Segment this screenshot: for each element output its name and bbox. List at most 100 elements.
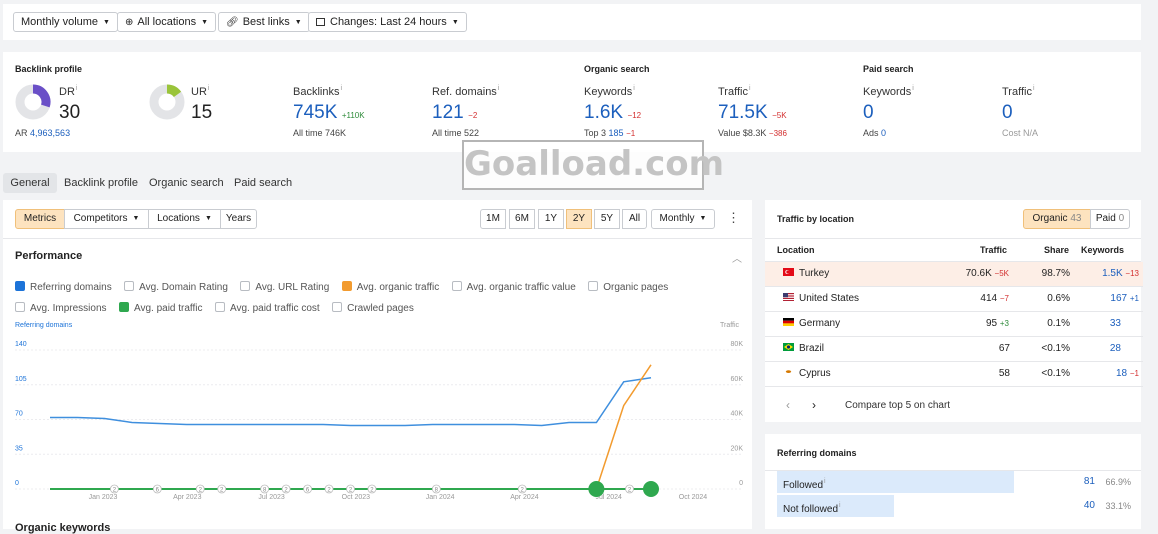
location-row[interactable]: United States 414 −7 0.6% 167 +1 (765, 287, 1143, 312)
col-traffic[interactable]: Traffic (980, 245, 1008, 255)
annotation-marker[interactable] (367, 484, 377, 494)
range-1y[interactable]: 1Y (538, 209, 564, 229)
link-icon: 🔗︎ (226, 17, 239, 28)
location-name[interactable]: United States (799, 293, 860, 304)
checkbox-avg-domain-rating[interactable]: Avg. Domain Rating (124, 277, 236, 294)
referring-domains-value[interactable]: 81 (1083, 476, 1095, 487)
backlinks-label: Backlinksi (293, 85, 343, 98)
checkbox-crawled-pages[interactable]: Crawled pages (332, 298, 422, 315)
ar-value[interactable]: 4,963,563 (30, 128, 71, 138)
range-5y[interactable]: 5Y (594, 209, 620, 229)
checkbox-avg-url-rating[interactable]: Avg. URL Rating (240, 277, 337, 294)
years-button[interactable]: Years (220, 209, 257, 229)
range-1m[interactable]: 1M (480, 209, 506, 229)
location-row[interactable]: Turkey 70.6K −5K 98.7% 1.5K −13 (765, 262, 1143, 287)
compare-top5-link[interactable]: Compare top 5 on chart (845, 400, 951, 411)
keywords-top3: Top 3 185 −1 (584, 128, 636, 138)
annotation-marker[interactable] (324, 484, 334, 494)
annotation-marker[interactable] (281, 484, 291, 494)
referring-domains-row[interactable]: Followedi 81 66.9% (777, 470, 1131, 494)
series-avg-organic-traffic[interactable] (569, 364, 652, 490)
divider (765, 470, 1141, 471)
referring-domains-value[interactable]: 40 (1083, 500, 1095, 511)
range-6m[interactable]: 6M (509, 209, 535, 229)
location-keywords[interactable]: 1.5K −13 (1102, 268, 1139, 279)
location-name[interactable]: Brazil (799, 343, 825, 354)
changes-dropdown[interactable]: Changes: Last 24 hours ▼ (308, 12, 467, 32)
traffic-value[interactable]: 71.5K (718, 102, 768, 123)
referring-domains-row[interactable]: Not followedi 40 33.1% (777, 494, 1131, 518)
referring-domains-pct: 33.1% (1105, 501, 1131, 511)
annotation-marker[interactable] (152, 484, 162, 494)
paid-toggle[interactable]: Paid 0 (1090, 209, 1130, 229)
all-locations-dropdown[interactable]: ⊕ All locations ▼ (117, 12, 217, 32)
series-referring-domains[interactable] (50, 377, 652, 427)
germany-flag-icon (783, 318, 794, 326)
checkbox-row-1: Referring domains Avg. Domain Rating Avg… (15, 277, 676, 295)
keywords-value[interactable]: 1.6K (584, 102, 624, 123)
monthly-volume-dropdown[interactable]: Monthly volume ▼ (13, 12, 118, 32)
annotation-marker[interactable] (109, 484, 119, 494)
checkbox-avg-paid-traffic-cost[interactable]: Avg. paid traffic cost (214, 298, 328, 315)
more-options-icon[interactable]: ⋮ (727, 210, 740, 225)
collapse-icon[interactable]: ︿ (732, 254, 742, 265)
checkbox-referring-domains[interactable]: Referring domains (15, 277, 120, 294)
annotation-marker-large[interactable] (643, 481, 659, 497)
location-traffic: 70.6K −5K (965, 268, 1009, 279)
location-row[interactable]: Brazil 67 <0.1% 28 (765, 337, 1143, 362)
location-name[interactable]: Germany (799, 318, 841, 329)
checkbox-avg-impressions[interactable]: Avg. Impressions (15, 298, 115, 315)
tab-organic-search[interactable]: Organic search (149, 177, 224, 189)
annotation-marker[interactable] (260, 484, 270, 494)
backlinks-value[interactable]: 745K (293, 102, 338, 123)
location-keywords[interactable]: 18 −1 (1115, 368, 1139, 379)
range-all[interactable]: All (622, 209, 647, 229)
location-name[interactable]: Cyprus (799, 368, 831, 379)
tab-backlink-profile[interactable]: Backlink profile (64, 177, 138, 189)
best-links-dropdown[interactable]: 🔗︎ Best links ▼ (218, 12, 310, 32)
competitors-dropdown[interactable]: Competitors ▼ (64, 209, 149, 229)
annotation-marker[interactable] (217, 484, 227, 494)
location-keywords[interactable]: 33 (1109, 318, 1121, 329)
tab-paid-search[interactable]: Paid search (234, 177, 293, 189)
location-row[interactable]: Cyprus 58 <0.1% 18 −1 (765, 362, 1143, 387)
location-row[interactable]: Germany 95 +3 0.1% 33 (765, 312, 1143, 337)
annotation-marker[interactable] (517, 484, 527, 494)
location-keywords[interactable]: 28 (1109, 343, 1121, 354)
annotation-marker[interactable] (346, 484, 355, 494)
left-tick-label: 0 (15, 480, 19, 487)
interval-dropdown[interactable]: Monthly ▼ (651, 209, 715, 229)
location-keywords[interactable]: 167 +1 (1110, 293, 1139, 304)
col-share[interactable]: Share (1044, 245, 1070, 255)
paid-traffic-value[interactable]: 0 (1002, 102, 1013, 123)
ref-domains-label: Ref. domainsi (432, 85, 500, 98)
checkbox-avg-organic-traffic-value[interactable]: Avg. organic traffic value (451, 277, 584, 294)
range-2y[interactable]: 2Y (566, 209, 592, 229)
annotation-marker[interactable] (195, 484, 205, 494)
annotation-marker[interactable] (431, 484, 441, 494)
annotation-marker-large[interactable] (588, 481, 605, 497)
checkbox-avg-paid-traffic[interactable]: Avg. paid traffic (118, 298, 211, 315)
metrics-button[interactable]: Metrics (15, 209, 65, 229)
ur-label: URi (191, 85, 210, 98)
col-keywords[interactable]: Keywords (1081, 245, 1125, 255)
next-arrow-icon[interactable]: › (812, 398, 816, 412)
x-tick-label: Apr 2023 (173, 494, 202, 501)
checkbox-avg-organic-traffic[interactable]: Avg. organic traffic (341, 277, 447, 294)
x-tick-label: Jan 2024 (426, 494, 455, 501)
annotation-marker[interactable] (303, 484, 312, 494)
annotation-marker[interactable] (625, 484, 634, 494)
checkbox-organic-pages[interactable]: Organic pages (588, 277, 676, 294)
paid-keywords-value[interactable]: 0 (863, 102, 874, 123)
prev-arrow-icon[interactable]: ‹ (786, 398, 790, 412)
keywords-label: Keywordsi (584, 85, 635, 98)
locations-dropdown[interactable]: Locations ▼ (148, 209, 221, 229)
traffic-value-money: Value $8.3K −386 (718, 128, 787, 138)
location-name[interactable]: Turkey (799, 268, 830, 279)
ref-domains-value[interactable]: 121 (432, 102, 464, 123)
ur-gauge (149, 84, 185, 120)
performance-chart[interactable]: 140 80K 105 60K 70 40K 35 20K 0 0 Jan 2023 Apr 2023… (3, 340, 752, 520)
left-tick-label: 140 (15, 341, 27, 348)
organic-toggle[interactable]: Organic 43 (1023, 209, 1091, 229)
tab-general[interactable]: General (3, 173, 57, 193)
